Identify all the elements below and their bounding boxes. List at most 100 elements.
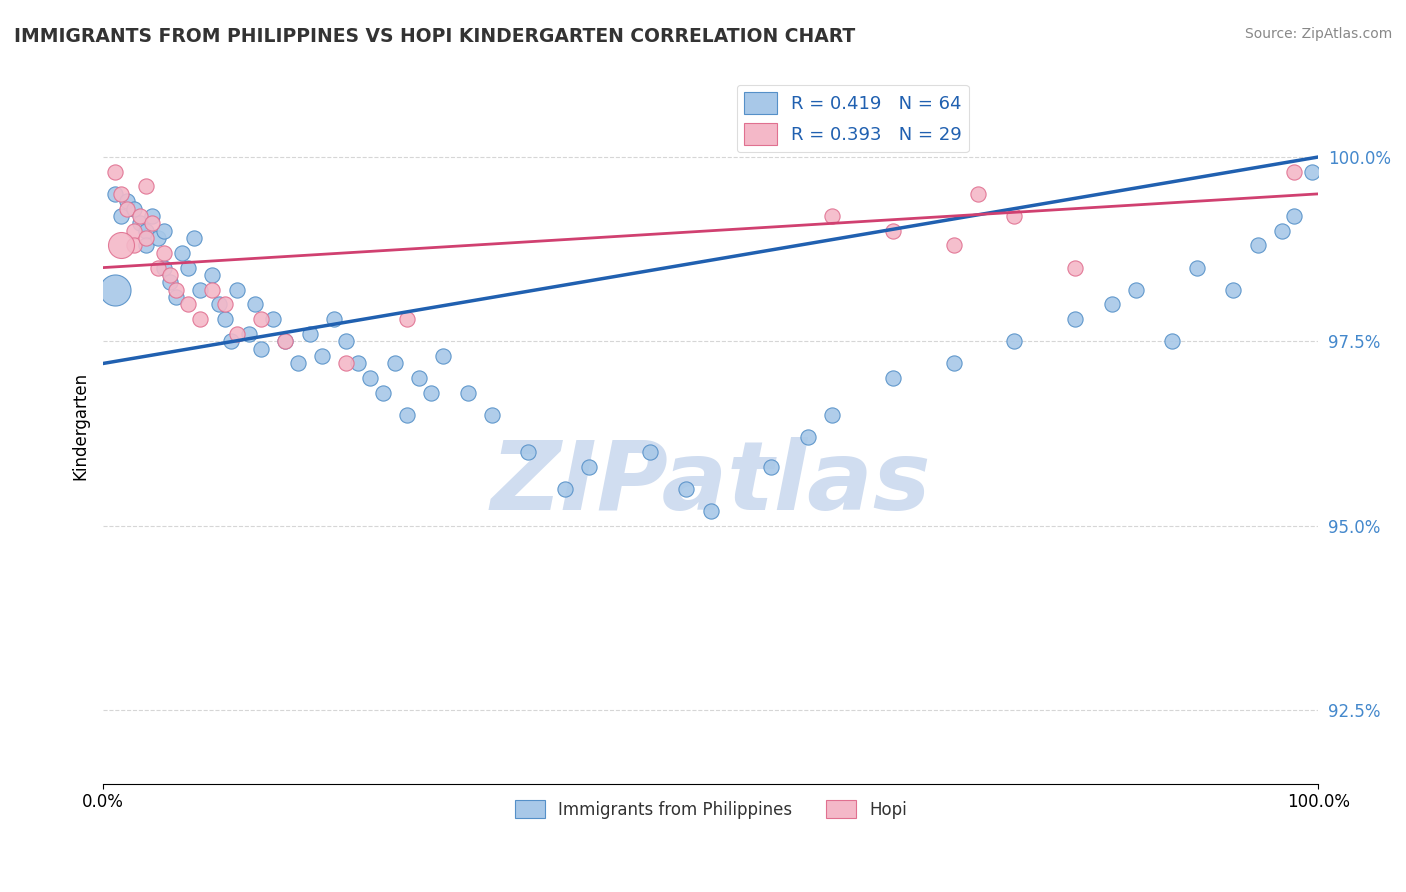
Point: [122, 238, 145, 252]
Point: [250, 342, 273, 356]
Point: [219, 334, 242, 349]
Point: [457, 386, 479, 401]
Point: [214, 312, 236, 326]
Point: [146, 231, 169, 245]
Point: [128, 216, 150, 230]
Point: [141, 209, 163, 223]
Point: [153, 224, 176, 238]
Point: [214, 297, 236, 311]
Point: [323, 312, 346, 326]
Point: [481, 408, 503, 422]
Point: [135, 179, 157, 194]
Point: [104, 165, 127, 179]
Point: [1185, 260, 1208, 275]
Point: [942, 356, 965, 370]
Point: [165, 290, 187, 304]
Point: [188, 283, 211, 297]
Point: [104, 186, 127, 201]
Point: [122, 202, 145, 216]
Point: [371, 386, 394, 401]
Point: [117, 194, 139, 209]
Point: [335, 334, 357, 349]
Point: [117, 202, 139, 216]
Point: [311, 349, 333, 363]
Point: [967, 186, 990, 201]
Point: [761, 459, 783, 474]
Point: [1282, 209, 1305, 223]
Point: [188, 312, 211, 326]
Point: [159, 268, 181, 282]
Point: [797, 430, 820, 444]
Point: [274, 334, 297, 349]
Point: [347, 356, 370, 370]
Text: ZIPatlas: ZIPatlas: [491, 437, 931, 530]
Point: [110, 209, 132, 223]
Point: [287, 356, 309, 370]
Point: [675, 482, 697, 496]
Point: [135, 224, 157, 238]
Point: [238, 326, 260, 341]
Point: [395, 312, 418, 326]
Point: [1125, 283, 1147, 297]
Point: [699, 504, 721, 518]
Point: [250, 312, 273, 326]
Point: [201, 268, 224, 282]
Point: [821, 209, 844, 223]
Point: [335, 356, 357, 370]
Point: [262, 312, 284, 326]
Point: [1101, 297, 1123, 311]
Point: [408, 371, 430, 385]
Point: [882, 224, 904, 238]
Point: [1246, 238, 1268, 252]
Point: [554, 482, 576, 496]
Point: [1282, 165, 1305, 179]
Point: [207, 297, 229, 311]
Point: [1004, 209, 1026, 223]
Point: [1301, 165, 1323, 179]
Y-axis label: Kindergarten: Kindergarten: [72, 372, 89, 480]
Point: [141, 216, 163, 230]
Point: [1271, 224, 1294, 238]
Point: [1064, 312, 1087, 326]
Point: [395, 408, 418, 422]
Point: [135, 238, 157, 252]
Point: [183, 231, 205, 245]
Point: [165, 283, 187, 297]
Point: [1004, 334, 1026, 349]
Point: [274, 334, 297, 349]
Point: [177, 260, 200, 275]
Point: [420, 386, 443, 401]
Point: [110, 238, 132, 252]
Point: [110, 186, 132, 201]
Point: [225, 283, 247, 297]
Point: [1161, 334, 1184, 349]
Text: IMMIGRANTS FROM PHILIPPINES VS HOPI KINDERGARTEN CORRELATION CHART: IMMIGRANTS FROM PHILIPPINES VS HOPI KIND…: [14, 27, 855, 45]
Point: [298, 326, 321, 341]
Point: [135, 231, 157, 245]
Point: [1064, 260, 1087, 275]
Point: [153, 245, 176, 260]
Point: [201, 283, 224, 297]
Point: [1222, 283, 1244, 297]
Point: [104, 283, 127, 297]
Point: [153, 260, 176, 275]
Point: [177, 297, 200, 311]
Point: [122, 224, 145, 238]
Point: [578, 459, 600, 474]
Point: [432, 349, 454, 363]
Point: [225, 326, 247, 341]
Legend: Immigrants from Philippines, Hopi: Immigrants from Philippines, Hopi: [508, 794, 914, 825]
Point: [243, 297, 266, 311]
Point: [128, 209, 150, 223]
Point: [146, 260, 169, 275]
Point: [384, 356, 406, 370]
Point: [942, 238, 965, 252]
Point: [638, 445, 661, 459]
Point: [821, 408, 844, 422]
Point: [359, 371, 381, 385]
Point: [517, 445, 540, 459]
Point: [159, 276, 181, 290]
Point: [172, 245, 194, 260]
Point: [882, 371, 904, 385]
Text: Source: ZipAtlas.com: Source: ZipAtlas.com: [1244, 27, 1392, 41]
